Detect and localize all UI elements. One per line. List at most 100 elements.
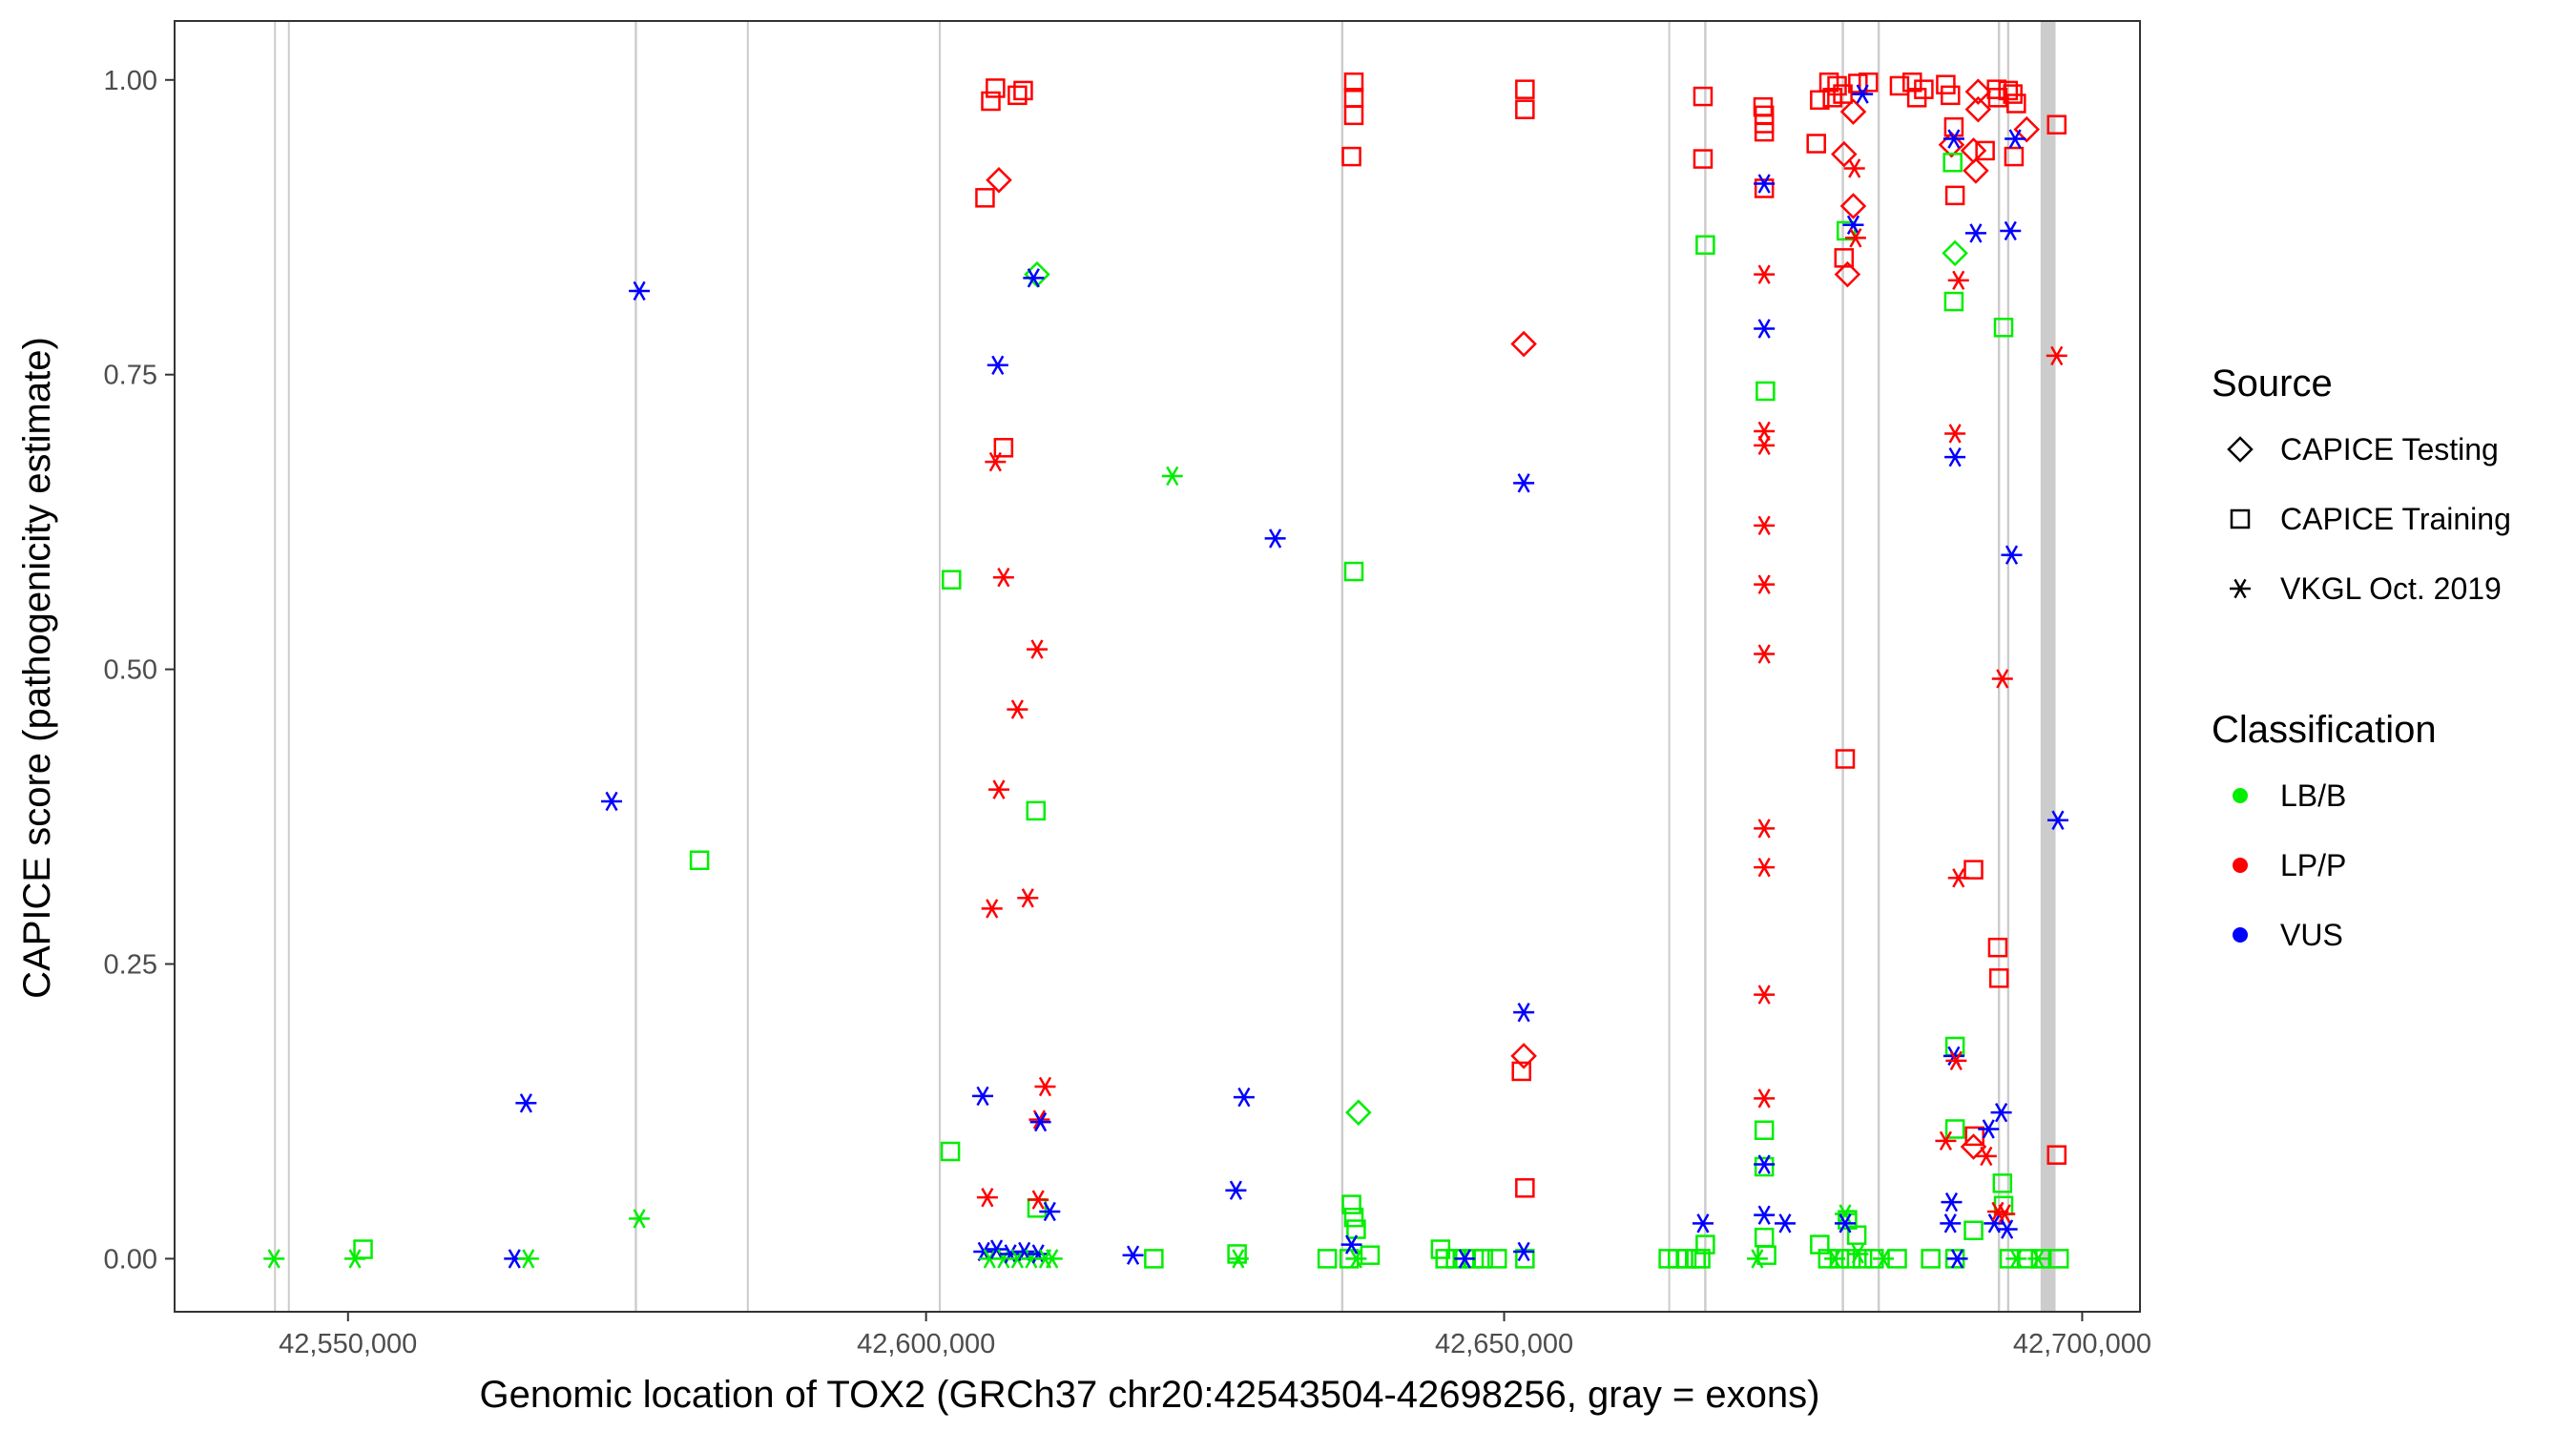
legend-key-vus: [2233, 927, 2248, 943]
point-asterisk-lpp: [1754, 644, 1776, 664]
point-square-lpp: [2004, 146, 2025, 167]
legend-classification-keys: [2233, 788, 2248, 943]
point-square-lpp: [1943, 116, 1964, 137]
point-asterisk-vus: [1039, 1201, 1061, 1222]
y-tick-label: 0.00: [104, 1244, 157, 1275]
exon-band-4: [746, 21, 749, 1312]
point-asterisk-vus: [1692, 1213, 1714, 1234]
point-square-lpp: [993, 438, 1014, 458]
exon-band-5: [938, 21, 941, 1312]
point-square-lbb: [1921, 1249, 1941, 1269]
point-diamond-lpp: [1963, 157, 1989, 184]
legend-item-capice-testing: CAPICE Testing: [2280, 432, 2499, 467]
point-square-lbb: [1992, 1173, 2013, 1193]
point-diamond-lpp: [1510, 330, 1537, 358]
point-asterisk-vus: [1852, 84, 1874, 104]
point-asterisk-vus: [1754, 1154, 1776, 1174]
point-square-lpp: [1013, 80, 1033, 101]
point-square-lpp: [1833, 84, 1853, 104]
point-asterisk-vus: [1842, 215, 1864, 235]
point-square-lbb: [1487, 1249, 1507, 1269]
x-tick-label: 42,650,000: [1435, 1329, 1573, 1359]
point-square-lpp: [1806, 134, 1826, 154]
point-asterisk-lbb: [1835, 1204, 1856, 1224]
point-diamond-lpp: [1831, 140, 1858, 168]
point-asterisk-vus: [1513, 1002, 1535, 1023]
point-square-lbb: [1755, 381, 1776, 402]
point-asterisk-lpp: [1991, 669, 2013, 689]
legend-classification-title: Classification: [2212, 709, 2437, 751]
point-asterisk-lpp: [985, 451, 1007, 472]
point-asterisk-lbb: [2027, 1249, 2049, 1269]
point-square-lpp: [1987, 88, 2008, 108]
point-diamond-lpp: [1834, 260, 1861, 288]
legend-item-lpp: LP/P: [2280, 848, 2346, 882]
point-asterisk-lpp: [1935, 1130, 1957, 1151]
point-asterisk-lbb: [629, 1209, 651, 1229]
point-asterisk-vus: [1029, 1111, 1051, 1132]
point-square-lpp: [986, 78, 1006, 98]
y-axis-title: CAPICE score (pathogenicity estimate): [16, 337, 58, 999]
point-asterisk-vus: [1946, 1249, 1968, 1269]
point-square-lpp: [1902, 73, 1922, 93]
legend-item-vkgl: VKGL Oct. 2019: [2280, 571, 2502, 606]
point-asterisk-lbb: [1746, 1249, 1768, 1269]
point-square-lpp: [1515, 1178, 1535, 1198]
point-square-lbb: [2048, 1249, 2069, 1269]
y-tick-label: 1.00: [104, 66, 157, 96]
legend-key-lbb: [2233, 788, 2248, 803]
point-square-lpp: [981, 91, 1001, 112]
point-square-lpp: [1858, 73, 1879, 93]
point-diamond-lpp: [1938, 131, 1965, 158]
point-asterisk-lpp: [1754, 515, 1776, 536]
point-square-lpp: [1693, 149, 1714, 169]
point-square-lbb: [1317, 1249, 1338, 1269]
point-diamond-lbb: [1942, 239, 1968, 267]
y-tick-label: 0.75: [104, 361, 157, 391]
point-square-lbb: [1691, 1249, 1711, 1269]
point-square-lpp: [1835, 749, 1856, 769]
exon-band-8: [1704, 21, 1707, 1312]
axes: 42,550,000 42,600,000 42,650,000 42,700,000…: [104, 66, 2151, 1359]
legend-key-lpp: [2233, 858, 2248, 873]
point-asterisk-vus: [987, 355, 1008, 375]
point-asterisk-lpp: [1754, 985, 1776, 1005]
plot-panel-border: [174, 20, 2141, 1313]
point-asterisk-lbb: [517, 1249, 539, 1269]
point-square-lpp: [2006, 93, 2026, 114]
point-square-lbb: [1846, 1225, 1867, 1245]
point-asterisk-vus: [1774, 1213, 1796, 1234]
point-asterisk-lpp: [1843, 158, 1865, 178]
point-asterisk-vus: [1941, 1192, 1963, 1213]
point-square-lpp: [2046, 1145, 2067, 1165]
point-square-lpp: [1515, 79, 1535, 99]
point-square-lpp: [1822, 88, 1842, 108]
legend-item-lbb: LB/B: [2280, 778, 2346, 813]
point-asterisk-vus: [2005, 129, 2026, 149]
point-asterisk-vus: [986, 1239, 1008, 1259]
exon-band-3: [634, 21, 637, 1312]
point-square-lbb: [1836, 220, 1857, 241]
point-asterisk-vus: [2001, 545, 2023, 565]
exon-band-13: [2040, 21, 2056, 1312]
point-square-lpp: [1515, 99, 1535, 119]
point-asterisk-lbb: [344, 1249, 366, 1269]
point-square-lbb: [940, 1141, 961, 1162]
data-points: [263, 73, 2069, 1269]
point-asterisk-vus: [1233, 1087, 1255, 1108]
point-diamond-lpp: [2013, 115, 2041, 143]
point-square-lbb: [1944, 1119, 1965, 1139]
point-square-lbb: [1943, 291, 1964, 312]
point-diamond-lpp: [1839, 193, 1867, 219]
legend-classification: Classification LB/B LP/P VUS: [2212, 709, 2437, 952]
point-asterisk-lpp: [981, 899, 1003, 919]
point-asterisk-lpp: [1754, 1089, 1776, 1109]
legend-key-square: [2230, 508, 2251, 529]
point-asterisk-vus: [1944, 446, 1966, 467]
point-asterisk-lpp: [1947, 868, 1969, 888]
point-square-lbb: [1360, 1245, 1381, 1265]
point-asterisk-vus: [1513, 473, 1535, 493]
point-asterisk-vus: [1990, 1102, 2012, 1123]
point-diamond-lpp: [986, 167, 1012, 194]
